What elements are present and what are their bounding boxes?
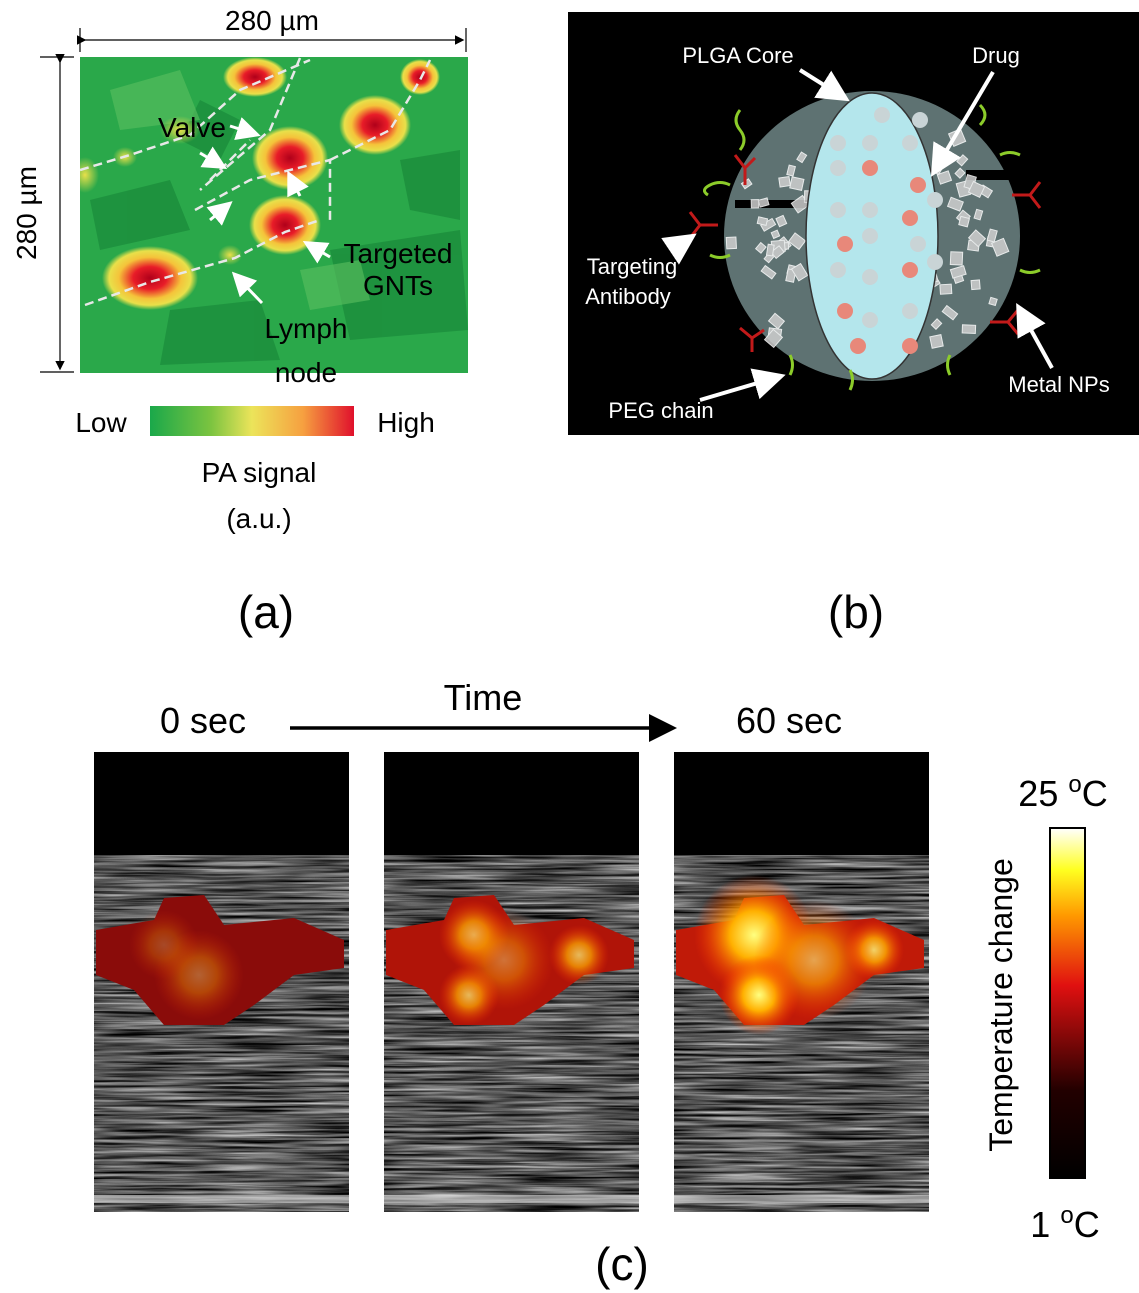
drug-dot [830,135,846,151]
nanoparticle [950,252,962,265]
thermal-image [94,752,349,1212]
drug-dot [912,112,928,128]
drug-dot [910,177,926,193]
drug-dot [830,160,846,176]
time-label: Time [444,677,523,718]
nanoparticle [971,280,980,290]
nanoparticle [959,216,970,226]
nanoparticle [757,217,767,226]
nanoparticle [962,325,975,334]
drug-dot [902,210,918,226]
valve-label: Valve [158,112,226,143]
caption-a: (a) [238,586,294,638]
caption-b: (b) [828,586,884,638]
max-label: 25 oC [1018,771,1107,814]
drug-dot [902,135,918,151]
start-label: 0 sec [160,700,246,741]
drug-dot [862,202,878,218]
drug-dot [874,107,890,123]
drug-dot [830,202,846,218]
drug-dot [902,338,918,354]
core-label: PLGA Core [682,43,793,68]
drug-dot [837,236,853,252]
drug-dot [862,160,878,176]
low-label: Low [75,407,127,438]
drug-dot [862,269,878,285]
peg-label: PEG chain [608,398,713,423]
drug-dot [837,303,853,319]
colorbar-title: Temperature change [983,858,1019,1152]
end-label: 60 sec [736,700,842,741]
nanoparticle [790,177,804,191]
drug-label: Drug [972,43,1020,68]
drug-dot [927,192,943,208]
metal-label: Metal NPs [1008,372,1109,397]
drug-dot [862,228,878,244]
drug-dot [862,312,878,328]
pa-colorbar [150,406,354,436]
nanoparticle [930,335,943,349]
high-label: High [377,407,435,438]
thermal-image [384,752,639,1212]
nanoparticle [940,284,952,294]
width-label: 280 µm [225,5,319,36]
drug-dot [910,236,926,252]
drug-dot [850,338,866,354]
drug-dot [902,303,918,319]
thermal-image [674,752,929,1212]
min-label: 1 oC [1030,1202,1099,1245]
nanoparticle [726,237,736,249]
drug-dot [862,135,878,151]
height-label: 280 µm [11,166,42,260]
nanoparticle [766,244,774,256]
colorbar-title: PA signal(a.u.) [202,457,317,534]
caption-c: (c) [595,1238,649,1290]
drug-dot [927,254,943,270]
figure: 280 µm 280 µm Valve TargetedGNTs Lymphno… [0,0,1139,1293]
drug-dot [830,262,846,278]
drug-dot [902,262,918,278]
nanoparticle [751,200,759,208]
temp-colorbar [1050,828,1085,1178]
nanoparticle [989,297,997,305]
nanoparticle [779,177,791,187]
panel-c: 0 sec Time 60 sec 25 oC 1 oC Temperature… [94,677,1108,1290]
